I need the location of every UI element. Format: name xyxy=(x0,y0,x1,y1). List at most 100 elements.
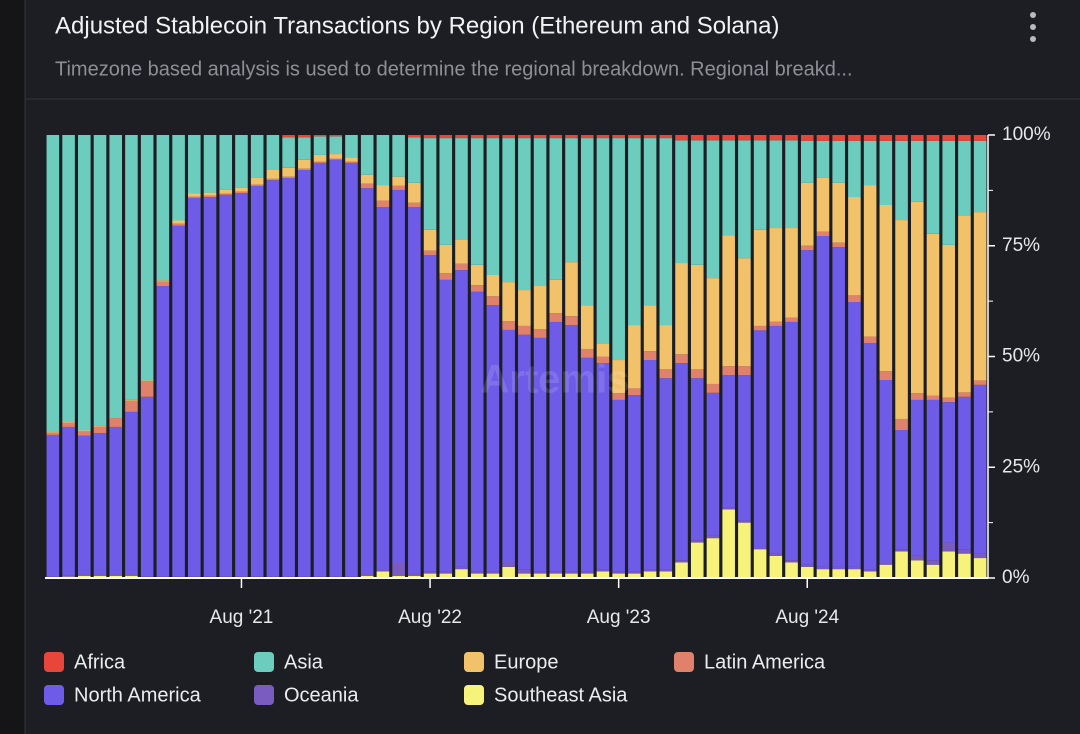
bar-segment xyxy=(140,380,154,382)
bar-segment xyxy=(628,388,641,396)
bar-segment xyxy=(958,140,971,216)
bar-segment xyxy=(423,255,437,572)
bar-segment xyxy=(628,325,641,389)
x-tick-label: Aug '22 xyxy=(398,607,462,628)
bar-segment xyxy=(706,140,720,279)
legend-label: Africa xyxy=(74,651,126,673)
bar-segment xyxy=(942,135,955,141)
bar-segment xyxy=(863,336,877,344)
bar-segment xyxy=(565,138,578,263)
bar-segment xyxy=(533,571,547,574)
bar-segment xyxy=(832,247,845,567)
bar-segment xyxy=(533,135,547,139)
bar-segment xyxy=(235,135,248,188)
bar-segment xyxy=(596,343,610,357)
bar-segment xyxy=(895,220,908,419)
bar-segment xyxy=(408,207,421,574)
chart-title: Adjusted Stablecoin Transactions by Regi… xyxy=(55,12,779,39)
bar-segment xyxy=(785,562,798,578)
bar-segment xyxy=(78,574,91,576)
bar-segment xyxy=(910,135,924,141)
bar-segment xyxy=(973,384,987,554)
bar-segment xyxy=(769,325,783,554)
bar-segment xyxy=(722,375,735,508)
bar-segment xyxy=(360,575,374,578)
bar-segment xyxy=(125,575,138,578)
bar-segment xyxy=(895,140,908,221)
menu-dot xyxy=(1030,36,1036,42)
bar-segment xyxy=(376,200,390,208)
bar-segment xyxy=(298,137,311,160)
x-tick-label: Aug '24 xyxy=(775,607,839,628)
bar-segment xyxy=(486,305,500,572)
bar-segment xyxy=(596,363,610,570)
bar-segment xyxy=(785,560,798,563)
bar-segment xyxy=(863,343,877,570)
bar-segment xyxy=(973,212,987,381)
bar-segment xyxy=(93,575,107,578)
bar-segment xyxy=(360,188,374,575)
bar-segment xyxy=(408,135,421,138)
bar-segment xyxy=(785,135,798,141)
bar-segment xyxy=(266,135,280,170)
bar-segment xyxy=(942,402,955,543)
bar-segment xyxy=(455,569,468,578)
bar-segment xyxy=(549,138,563,280)
bar-segment xyxy=(832,566,845,570)
bar-segment xyxy=(219,193,233,195)
bar-segment xyxy=(738,135,751,141)
bar-segment xyxy=(926,395,940,400)
bar-segment xyxy=(926,135,940,141)
bar-segment xyxy=(423,138,437,230)
bar-segment xyxy=(879,379,893,563)
bar-segment xyxy=(345,157,358,162)
bar-segment xyxy=(423,135,437,139)
bar-segment xyxy=(455,135,468,139)
bar-segment xyxy=(800,182,814,246)
bar-segment xyxy=(738,258,751,367)
bar-segment xyxy=(313,136,327,155)
bar-segment xyxy=(753,135,767,141)
bar-segment xyxy=(926,560,940,565)
bar-segment xyxy=(722,135,735,141)
bar-segment xyxy=(549,135,563,139)
bar-segment xyxy=(78,135,91,431)
bar-segment xyxy=(958,549,971,554)
bar-segment xyxy=(895,418,908,431)
bar-segment xyxy=(848,197,861,296)
bar-segment xyxy=(879,204,893,372)
bar-segment xyxy=(926,399,940,561)
bar-segment xyxy=(848,295,861,303)
bar-segment xyxy=(486,274,500,297)
legend-label: Oceania xyxy=(284,684,359,706)
bar-segment xyxy=(439,279,453,572)
bar-segment xyxy=(46,135,60,432)
bar-segment xyxy=(738,522,751,578)
bar-segment xyxy=(360,183,374,189)
bar-segment xyxy=(219,194,233,577)
bar-segment xyxy=(46,434,60,577)
bar-segment xyxy=(188,197,201,577)
bar-segment xyxy=(423,250,437,256)
bar-segment xyxy=(596,138,610,344)
bar-segment xyxy=(282,167,295,177)
bar-segment xyxy=(298,168,311,170)
bar-segment xyxy=(863,569,877,572)
bar-segment xyxy=(549,571,563,574)
bar-segment xyxy=(722,235,735,367)
bar-segment xyxy=(612,393,625,400)
bar-segment xyxy=(360,574,374,576)
bar-segment xyxy=(125,574,138,576)
menu-icon[interactable] xyxy=(1030,12,1036,42)
bar-segment xyxy=(376,571,390,578)
bar-segment xyxy=(455,263,468,271)
bar-segment xyxy=(360,135,374,175)
bar-segment xyxy=(643,351,657,361)
bar-segment xyxy=(376,570,390,572)
legend-swatch xyxy=(464,652,484,672)
bar-segment xyxy=(690,140,704,265)
bar-segment xyxy=(800,564,814,567)
bar-segment xyxy=(753,549,767,578)
bar-segment xyxy=(533,285,547,330)
bar-segment xyxy=(879,564,893,578)
